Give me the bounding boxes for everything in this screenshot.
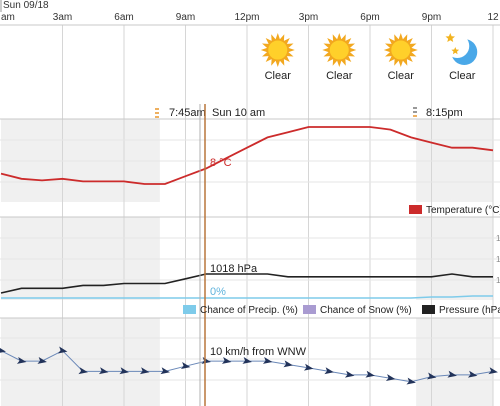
snow-legend[interactable]: Chance of Snow (%)	[303, 305, 412, 316]
wind-arrow-icon	[98, 367, 109, 375]
time-axis-label: am	[1, 12, 15, 23]
wind-arrow-icon	[365, 370, 375, 378]
temperature-legend-label: Temperature (°C)	[426, 205, 500, 216]
condition-label: Clear	[326, 70, 353, 82]
precip-cursor-label: 0%	[210, 286, 226, 298]
condition-item: Clear	[260, 33, 295, 82]
time-axis-label: 12	[487, 12, 499, 23]
axis-tick-stub: 1	[496, 234, 500, 243]
time-axis-label: 3pm	[299, 12, 318, 23]
sunrise-icon	[155, 108, 159, 118]
pressure-cursor-label: 1018 hPa	[210, 263, 258, 275]
wind-arrow-icon	[303, 363, 314, 371]
axis-tick-stub: 1	[496, 276, 500, 285]
sun-icon	[260, 33, 295, 67]
wind-cursor-label: 10 km/h from WNW	[210, 346, 307, 358]
wind-arrow-icon	[139, 367, 150, 375]
precip-line	[1, 295, 493, 299]
condition-label: Clear	[388, 70, 415, 82]
snow-legend-label: Chance of Snow (%)	[320, 305, 412, 316]
moon-stars-icon	[445, 33, 478, 65]
time-axis-label: 6pm	[360, 12, 379, 23]
condition-item: Clear	[445, 33, 478, 82]
snow-legend-swatch	[303, 305, 316, 314]
temperature-cursor-label: 8 °C	[210, 157, 232, 169]
pressure-legend-label: Pressure (hPa)	[439, 305, 500, 316]
time-axis-label: 12pm	[234, 12, 259, 23]
sun-icon	[322, 33, 357, 67]
sunset-time: 8:15pm	[426, 107, 463, 119]
night-shade-evening	[416, 318, 493, 406]
condition-label: Clear	[449, 70, 476, 82]
wind-arrow-icon	[426, 372, 437, 380]
wind-arrow-icon	[467, 370, 478, 378]
axis-tick-stub: 1	[496, 255, 500, 264]
wind-arrow-icon	[488, 367, 498, 375]
wind-arrow-icon	[57, 346, 68, 354]
cursor-time-label: Sun 10 am	[212, 107, 265, 119]
date-label: Sun 09/18	[3, 0, 49, 11]
time-axis-label: 9pm	[422, 12, 441, 23]
sunrise-time: 7:45am	[169, 107, 206, 119]
wind-arrow-icon	[119, 367, 129, 375]
sunset-icon	[413, 107, 417, 117]
wind-arrow-icon	[201, 356, 211, 364]
time-axis-label: 6am	[114, 12, 133, 23]
precip-legend-swatch	[183, 305, 196, 314]
pressure-legend-swatch	[422, 305, 435, 314]
sun-icon	[383, 33, 418, 67]
temperature-legend-swatch	[409, 205, 422, 214]
wind-arrow-icon	[37, 356, 47, 364]
condition-item: Clear	[383, 33, 418, 82]
wind-arrow-icon	[180, 362, 191, 369]
sunrise-marker: 7:45am	[155, 107, 206, 119]
wind-arrow-icon	[160, 367, 170, 375]
wind-arrow-icon	[0, 346, 6, 354]
wind-arrow-icon	[78, 367, 88, 375]
pressure-line	[0, 273, 493, 294]
condition-item: Clear	[322, 33, 357, 82]
wind-arrow-icon	[344, 370, 355, 378]
wind-arrow-icon	[221, 356, 232, 364]
wind-arrow-icon	[324, 367, 334, 375]
night-shade-morning	[1, 318, 160, 406]
pressure-legend[interactable]: Pressure (hPa)	[422, 305, 500, 316]
wind-arrow-icon	[385, 374, 396, 382]
precip-legend[interactable]: Chance of Precip. (%)	[183, 305, 298, 316]
series-layer	[0, 126, 498, 385]
sunset-marker: 8:15pm	[413, 107, 463, 119]
condition-label: Clear	[265, 70, 292, 82]
wind-arrow-icon	[406, 377, 416, 385]
temperature-line	[0, 126, 494, 185]
conditions-row: Clear Clear Clear Clear	[260, 33, 478, 82]
temperature-legend[interactable]: Temperature (°C)	[409, 205, 500, 216]
time-axis-label: 3am	[53, 12, 72, 23]
precip-legend-label: Chance of Precip. (%)	[200, 305, 298, 316]
wind-arrow-icon	[447, 370, 457, 378]
time-axis: am 3am 6am 9am 12pm 3pm 6pm 9pm 12	[1, 12, 499, 23]
wind-arrow-icon	[242, 356, 252, 364]
wind-arrow-icon	[262, 356, 273, 364]
wind-arrow-icon	[283, 360, 293, 368]
time-axis-label: 9am	[176, 12, 195, 23]
wind-arrow-icon	[16, 356, 27, 364]
